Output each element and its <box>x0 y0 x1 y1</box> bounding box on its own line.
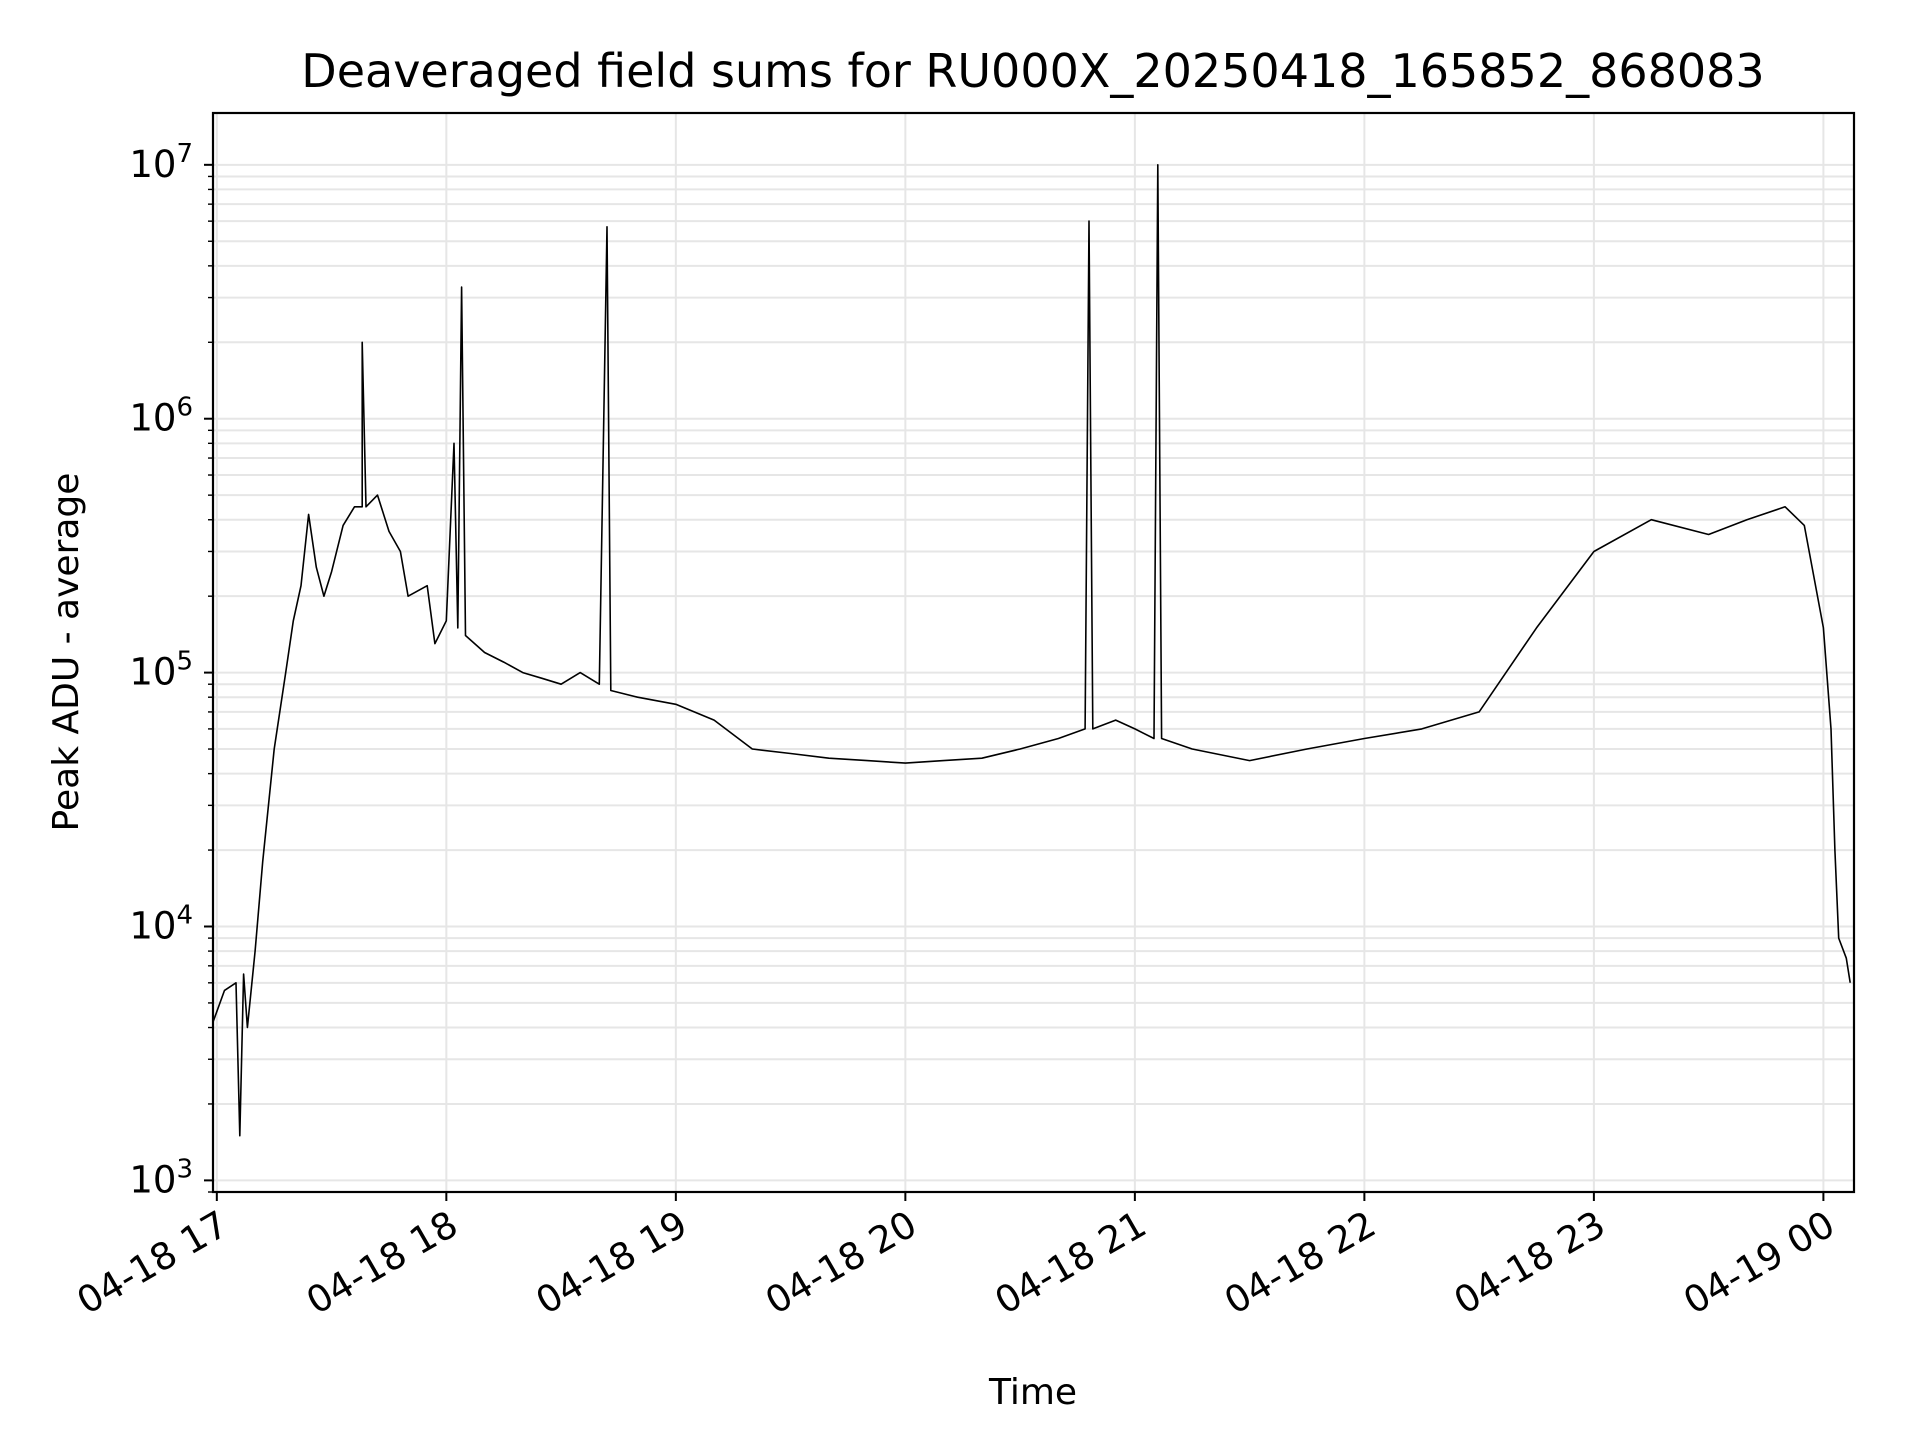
y-axis-label: Peak ADU - average <box>46 473 87 832</box>
plot-area <box>212 164 1851 1137</box>
series-line <box>212 164 1851 1137</box>
y-tick-label: 105 <box>129 647 193 694</box>
y-axis: 103 104 105 106 107 <box>129 139 213 1201</box>
y-tick-label: 104 <box>129 900 193 947</box>
x-axis-label: Time <box>988 1372 1077 1413</box>
y-tick-label: 103 <box>129 1154 193 1201</box>
chart-title: Deaveraged field sums for RU000X_2025041… <box>301 44 1764 98</box>
series-layer <box>212 164 1851 1137</box>
plot-frame <box>211 111 1856 1194</box>
y-tick-label: 107 <box>129 139 193 186</box>
y-tick-label: 106 <box>129 393 193 440</box>
